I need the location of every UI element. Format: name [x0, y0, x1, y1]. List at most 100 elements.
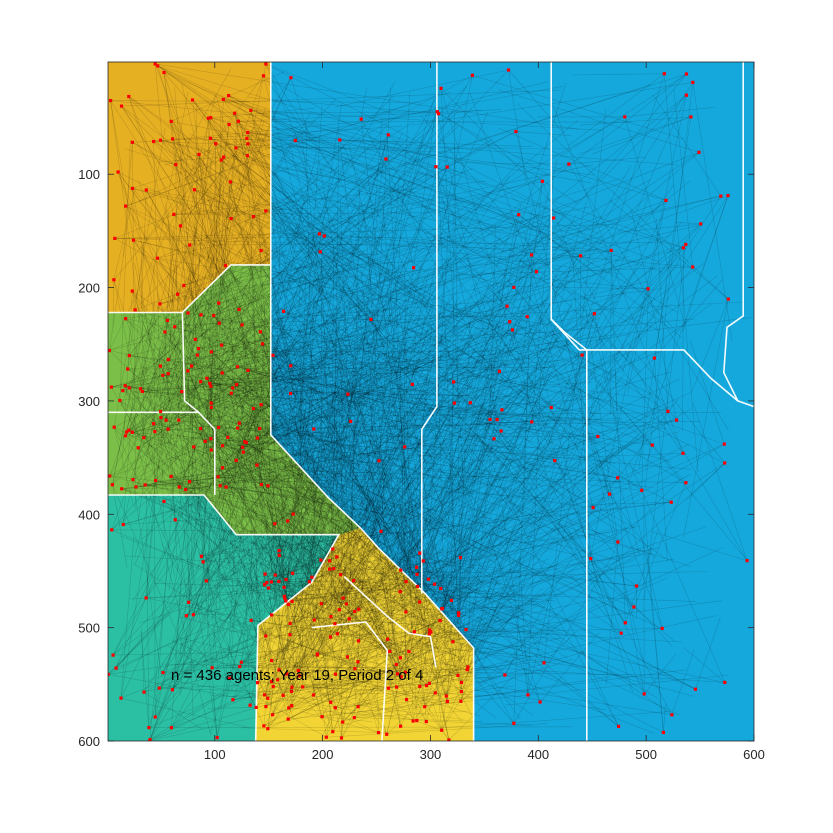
agent-trail: [397, 416, 577, 674]
agent-trail: [181, 313, 601, 392]
agent-trail: [250, 110, 321, 352]
agent-trail: [119, 400, 170, 440]
agent-trail: [201, 494, 223, 557]
agent-trail: [139, 364, 240, 424]
agent-trail: [125, 294, 264, 319]
agent-trail: [274, 576, 313, 609]
agent-trail: [309, 470, 374, 582]
agent-trail: [229, 449, 248, 679]
agent-trail: [250, 480, 402, 677]
agent-trail: [153, 109, 483, 142]
agent-marker: [468, 401, 472, 405]
agent-trail: [370, 73, 687, 176]
agent-marker: [116, 170, 120, 174]
agent-marker: [398, 589, 402, 594]
agent-trail: [237, 327, 398, 674]
agent-trail: [610, 250, 617, 412]
region-boundary-7: [550, 318, 754, 408]
agent-trail: [476, 432, 619, 727]
agent-trail: [117, 171, 259, 513]
agent-trail: [209, 383, 468, 403]
agent-trail: [429, 526, 629, 631]
agent-trail: [424, 658, 573, 707]
agent-trail: [257, 437, 628, 615]
agent-marker: [231, 386, 235, 390]
agent-trail: [222, 599, 468, 670]
agent-trail: [201, 531, 399, 557]
agent-trail: [121, 476, 228, 490]
agent-trail: [157, 164, 593, 259]
agent-trail: [400, 260, 610, 571]
agent-trail: [158, 260, 189, 314]
agent-marker: [335, 632, 339, 636]
region-boundary-0: [269, 62, 475, 741]
agent-trail: [349, 618, 371, 636]
agent-trail: [267, 352, 619, 487]
agent-trail: [431, 354, 583, 389]
agent-trail: [237, 332, 501, 429]
agent-trail: [239, 459, 251, 706]
agent-trail: [222, 253, 567, 446]
agent-trail: [408, 488, 557, 652]
agent-trail: [295, 140, 449, 607]
agent-trail: [230, 479, 435, 585]
agent-marker: [214, 142, 218, 146]
agent-marker: [219, 158, 223, 162]
agent-marker: [260, 342, 265, 346]
agent-trail: [347, 419, 462, 683]
agent-trail: [172, 138, 243, 329]
agent-trail: [202, 384, 474, 563]
agent-trail: [211, 336, 581, 408]
agent-trail: [358, 331, 409, 610]
agent-marker: [241, 445, 245, 449]
agent-trail: [289, 253, 360, 635]
agent-trail: [221, 485, 269, 548]
agent-trail: [562, 453, 684, 506]
agent-trail: [423, 356, 496, 561]
agent-trail: [347, 388, 459, 616]
agent-trail: [342, 309, 477, 599]
agent-trail: [110, 100, 161, 403]
agent-marker: [271, 353, 275, 357]
agent-trail: [143, 589, 212, 693]
agent-trail: [140, 322, 154, 389]
agent-trail: [167, 373, 213, 444]
agent-trail: [228, 95, 567, 275]
agent-trail: [267, 600, 286, 609]
agent-trail: [132, 188, 348, 422]
agent-trail: [247, 132, 308, 144]
agent-trail: [174, 224, 314, 328]
agent-trail: [132, 142, 430, 304]
agent-trail: [109, 237, 127, 351]
agent-trail: [145, 311, 169, 598]
agent-trail: [417, 586, 561, 631]
agent-trail: [409, 403, 454, 642]
agent-trail: [396, 475, 425, 707]
agent-trail: [442, 521, 527, 609]
agent-trail: [272, 613, 557, 715]
agent-trail: [211, 351, 438, 564]
agent-trail: [236, 409, 319, 461]
agent-trail: [141, 410, 285, 597]
agent-trail: [416, 283, 561, 575]
agent-trail: [501, 350, 633, 411]
agent-trail: [160, 223, 400, 418]
agent-marker: [157, 686, 161, 690]
agent-marker: [217, 301, 221, 305]
region-3: [108, 495, 339, 741]
agent-trail: [457, 259, 507, 676]
agent-trail: [337, 477, 530, 635]
agent-trail: [354, 710, 469, 718]
agent-trail: [329, 264, 388, 561]
agent-marker: [459, 699, 463, 703]
agent-trail: [467, 669, 533, 716]
agent-marker: [259, 403, 263, 407]
agent-trail: [228, 423, 240, 562]
agent-trail: [288, 590, 551, 720]
agent-trail: [425, 310, 500, 372]
agent-marker: [237, 421, 241, 425]
agent-trail: [207, 143, 216, 638]
agent-trail: [291, 166, 448, 489]
agent-trail: [256, 464, 331, 513]
agent-trail: [520, 313, 595, 595]
